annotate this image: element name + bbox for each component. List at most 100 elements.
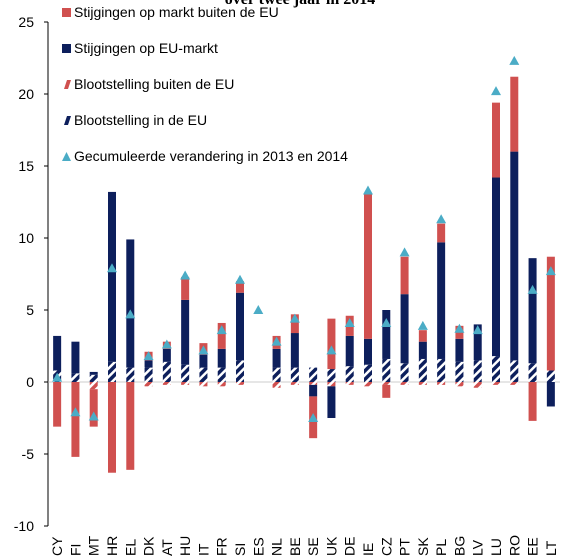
- x-tick-label: NL: [269, 538, 285, 556]
- bar-segment: [473, 324, 482, 361]
- marker: [235, 274, 245, 284]
- bar-segment: [199, 354, 208, 368]
- bar-segment: [126, 367, 135, 382]
- bar-segment: [236, 382, 244, 385]
- bar-segment: [144, 360, 153, 368]
- bar-segment: [364, 364, 372, 382]
- bar-segment: [89, 371, 98, 375]
- y-tick-label: 15: [18, 158, 34, 174]
- x-tick-label: FI: [67, 544, 83, 556]
- bar-segment: [162, 348, 171, 362]
- marker: [289, 313, 300, 323]
- y-tick-label: 25: [18, 14, 34, 30]
- bar-segment: [510, 382, 519, 385]
- bar-segment: [364, 382, 372, 387]
- bar-segment: [546, 370, 555, 382]
- bar-segment: [236, 292, 244, 361]
- marker: [216, 325, 227, 335]
- bar-segment: [108, 191, 116, 362]
- bar-segment: [455, 382, 464, 387]
- marker: [326, 345, 337, 355]
- bar-segment: [327, 318, 336, 370]
- legend-label: Stijgingen op markt buiten de EU: [74, 4, 279, 20]
- marker: [180, 270, 191, 280]
- legend-swatch: [62, 8, 71, 17]
- bar-segment: [528, 382, 537, 421]
- marker: [363, 185, 373, 195]
- x-tick-label: HU: [177, 536, 193, 556]
- legend-swatch: [62, 152, 71, 161]
- marker: [107, 263, 117, 273]
- bar-segment: [528, 363, 537, 382]
- x-tick-label: RO: [506, 535, 522, 556]
- bar-segment: [272, 348, 281, 368]
- bar-segment: [236, 281, 244, 293]
- marker: [253, 305, 264, 314]
- bar-segment: [217, 382, 226, 387]
- x-tick-label: CY: [49, 536, 65, 556]
- marker: [271, 336, 282, 346]
- y-tick-label: 20: [18, 86, 34, 102]
- y-tick-label: -5: [22, 446, 35, 462]
- bar-segment: [437, 382, 446, 385]
- x-tick-label: HR: [104, 536, 120, 556]
- marker: [545, 266, 556, 276]
- y-tick-label: 10: [18, 230, 34, 246]
- legend-label: Gecumuleerde verandering in 2013 en 2014: [74, 148, 348, 164]
- marker: [52, 372, 63, 382]
- marker: [70, 407, 81, 417]
- marker: [454, 323, 465, 333]
- bar-segment: [217, 367, 226, 382]
- bar-segment: [71, 382, 80, 457]
- bar-segment: [181, 276, 190, 300]
- bar-segment: [89, 382, 98, 390]
- y-tick-label: 0: [26, 374, 34, 390]
- bar-segment: [217, 322, 226, 349]
- bar-segment: [546, 382, 555, 407]
- bar-segment: [290, 382, 299, 385]
- bar-segment: [546, 256, 555, 371]
- bar-segment: [89, 389, 98, 427]
- marker: [509, 55, 520, 65]
- bar-segment: [290, 333, 299, 368]
- bar-segment: [181, 299, 190, 365]
- legend-label: Blootstelling in de EU: [74, 112, 208, 128]
- bar-segment: [272, 382, 281, 388]
- x-tick-label: AT: [159, 539, 175, 556]
- marker: [344, 317, 355, 327]
- bar-segment: [345, 335, 354, 367]
- bar-segment: [181, 382, 190, 385]
- legend-item: Stijgingen op EU-markt: [62, 40, 392, 76]
- bar-segment: [199, 367, 208, 382]
- x-tick-label: DE: [342, 537, 358, 556]
- bar-segment: [53, 335, 62, 371]
- x-tick-label: PT: [397, 538, 413, 556]
- bar-segment: [309, 384, 318, 397]
- legend-marker: [64, 116, 71, 125]
- bar-segment: [53, 382, 62, 427]
- bar-segment: [327, 382, 336, 387]
- legend-swatch: [62, 44, 71, 53]
- legend-item: Blootstelling buiten de EU: [62, 76, 392, 112]
- bar-segment: [437, 242, 446, 359]
- bar-segment: [400, 294, 409, 364]
- bar-segment: [108, 361, 116, 382]
- legend-marker: [62, 44, 71, 53]
- bar-segment: [437, 223, 446, 243]
- legend-marker: [62, 152, 71, 161]
- x-tick-label: CZ: [378, 537, 394, 556]
- bar-segment: [345, 382, 354, 385]
- marker: [198, 345, 209, 355]
- marker: [308, 413, 319, 422]
- bar-segment: [181, 364, 190, 382]
- chart-title: over twee jaar in 2014: [225, 0, 375, 8]
- bar-segment: [199, 382, 208, 387]
- bar-segment: [492, 356, 500, 382]
- legend-item: Blootstelling in de EU: [62, 112, 392, 148]
- x-tick-label: BE: [287, 537, 303, 556]
- x-tick-label: ES: [250, 537, 266, 556]
- bar-segment: [400, 382, 409, 385]
- marker: [436, 214, 447, 224]
